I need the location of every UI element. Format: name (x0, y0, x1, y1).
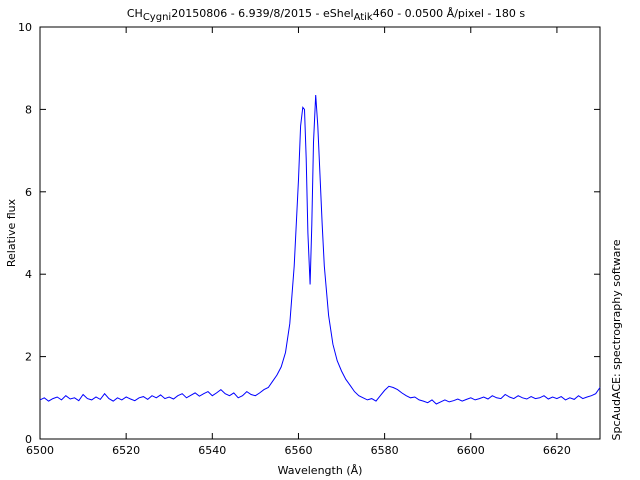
chart-title: CHCygni20150806 - 6.939/8/2015 - eShelAt… (127, 7, 526, 23)
plot-frame (39, 26, 601, 440)
y-tick-label: 0 (25, 433, 32, 446)
x-tick-label: 6580 (371, 444, 399, 457)
x-tick-label: 6600 (457, 444, 485, 457)
x-tick-label: 6520 (112, 444, 140, 457)
y-tick-label: 2 (25, 351, 32, 364)
y-tick-label: 8 (25, 103, 32, 116)
x-tick-label: 6620 (543, 444, 571, 457)
x-tick-label: 6560 (284, 444, 312, 457)
spectrum-line (39, 94, 601, 405)
x-tick-label: 6540 (198, 444, 226, 457)
y-tick-label: 6 (25, 186, 32, 199)
y-tick-label: 4 (25, 268, 32, 281)
software-label: SpcAudACE: spectrography software (610, 239, 623, 440)
x-axis-label: Wavelength (Å) (278, 464, 363, 477)
y-axis-label: Relative flux (5, 198, 18, 267)
y-tick-label: 10 (18, 21, 32, 34)
x-tick-label: 6500 (26, 444, 54, 457)
